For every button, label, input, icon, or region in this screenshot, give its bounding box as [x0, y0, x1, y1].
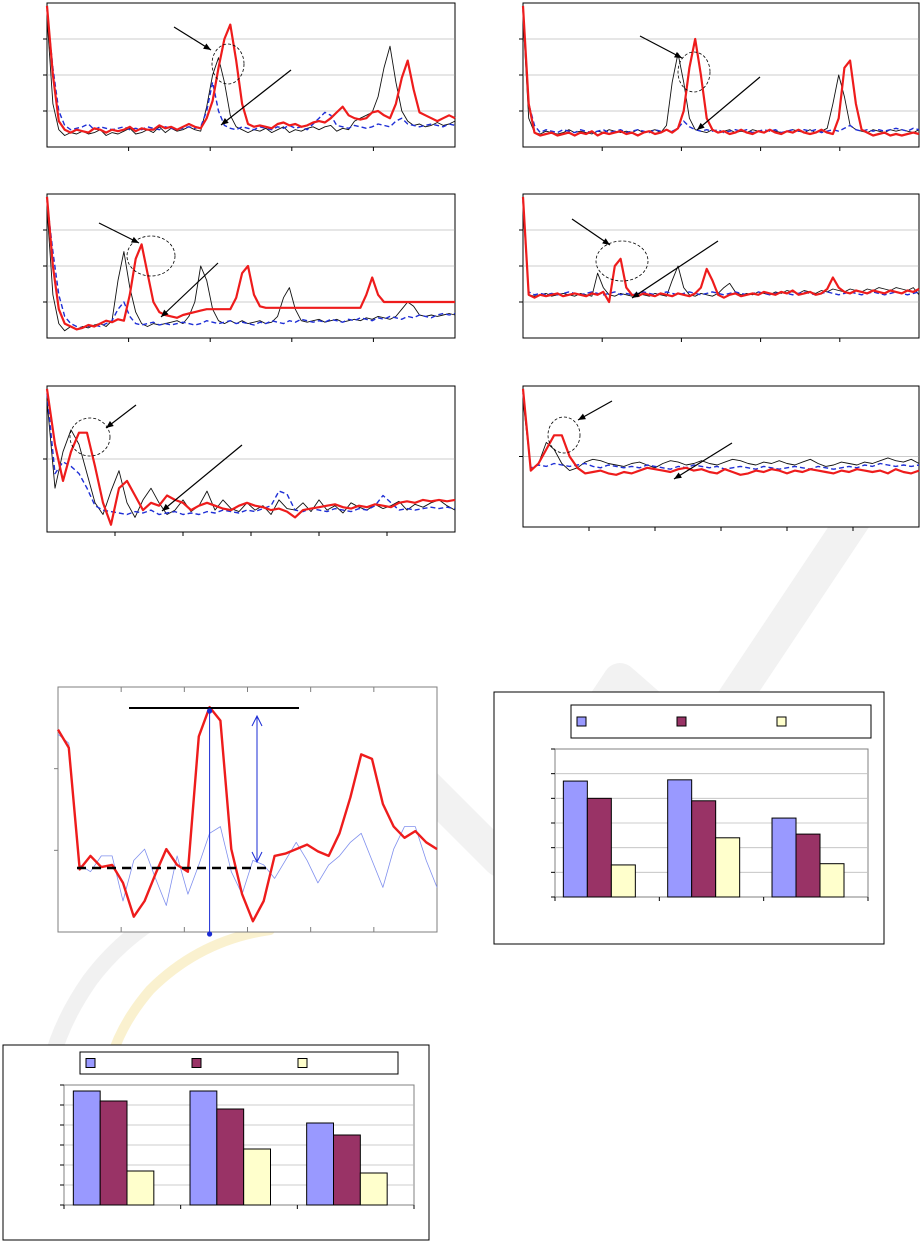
- legend-swatch: [191, 1058, 202, 1068]
- arrowhead: [697, 122, 705, 130]
- bar-bar3: [126, 1170, 155, 1206]
- bars-left: [2, 1044, 430, 1241]
- marker-dot-bottom: [207, 931, 213, 937]
- series-line-red: [521, 388, 920, 476]
- annotation-arrow: [696, 76, 761, 131]
- bar-bar1: [562, 780, 588, 898]
- arrowhead: [106, 421, 114, 428]
- bar-bar1: [189, 1090, 218, 1206]
- plot-a-right: [519, 2, 920, 151]
- bar-bar3: [715, 837, 741, 898]
- arrowhead: [632, 291, 640, 298]
- arrowhead: [251, 714, 263, 727]
- arrowhead: [221, 117, 229, 125]
- highlight-circle: [677, 51, 711, 93]
- arrowhead: [131, 236, 139, 243]
- bar-bar2: [99, 1100, 128, 1206]
- annotation-arrow: [631, 240, 719, 299]
- bar-bar2: [691, 800, 717, 898]
- bar-bar2: [333, 1134, 361, 1206]
- series-line-red: [521, 196, 920, 304]
- bar-bar1: [306, 1122, 334, 1206]
- series-line-red: [45, 196, 455, 331]
- bar-bar1: [771, 817, 797, 898]
- bar-bar3: [819, 863, 845, 898]
- annotation-arrow: [673, 442, 733, 480]
- series-line-red: [45, 5, 456, 134]
- annotation-arrow: [639, 35, 683, 59]
- arrowhead: [674, 472, 682, 479]
- arrowhead: [674, 51, 682, 58]
- series-line-red: [56, 705, 438, 923]
- bars-right: [493, 691, 885, 945]
- annotation-arrow: [571, 218, 611, 246]
- annotation-arrow: [220, 69, 292, 126]
- bar-bar1: [72, 1090, 101, 1206]
- legend-swatch: [297, 1058, 308, 1068]
- legend-box: [79, 1051, 399, 1075]
- bars-right-panel: [493, 691, 886, 946]
- bar-bar2: [216, 1108, 245, 1206]
- highlight-circle: [211, 43, 245, 85]
- plot-c-right-panel: [519, 385, 920, 531]
- series-line-blue-dashed: [46, 10, 456, 131]
- arrowhead: [162, 503, 170, 511]
- series-line-red: [45, 388, 456, 526]
- series-line-blue-dashed: [46, 393, 456, 516]
- series-line-black: [46, 17, 456, 136]
- arrowhead: [251, 851, 263, 864]
- plot-a-right-panel: [519, 2, 920, 151]
- bar-bar3: [610, 864, 636, 898]
- marker-dot-top: [207, 708, 213, 714]
- plot-b-right: [519, 193, 920, 342]
- series-line-red: [521, 5, 920, 137]
- plot-detail: [54, 686, 438, 937]
- arrowhead: [602, 238, 610, 245]
- legend-swatch: [676, 716, 687, 727]
- bar-bar1: [667, 779, 693, 898]
- bar-bar3: [359, 1172, 388, 1206]
- legend-swatch: [85, 1058, 96, 1068]
- arrowhead: [203, 43, 211, 50]
- series-line-blue-dashed: [46, 201, 456, 329]
- plot-b-left-panel: [43, 193, 456, 342]
- legend-box: [570, 704, 872, 739]
- bar-bar3: [243, 1148, 272, 1206]
- plot-a-left-panel: [43, 2, 456, 151]
- bar-bar2: [795, 833, 821, 898]
- legend-swatch: [776, 716, 787, 727]
- plot-b-right-panel: [519, 193, 920, 342]
- annotation-arrow: [98, 222, 140, 244]
- bar-bar2: [586, 797, 612, 898]
- legend-swatch: [576, 716, 587, 727]
- highlight-circle: [547, 416, 581, 454]
- annotation-arrow: [161, 444, 243, 512]
- series-line-black: [522, 400, 920, 472]
- series-line-lightblue: [57, 733, 438, 906]
- annotation-arrow: [160, 262, 219, 318]
- plot-b-left: [43, 193, 456, 342]
- highlight-circle: [69, 417, 111, 457]
- plot-area: [57, 686, 438, 933]
- plot-a-left: [43, 2, 456, 151]
- plot-c-right: [519, 385, 920, 531]
- arrowhead: [578, 413, 586, 420]
- bars-left-panel: [2, 1044, 431, 1242]
- plot-c-left: [43, 385, 456, 536]
- plot-c-left-panel: [43, 385, 456, 536]
- highlight-circle: [595, 240, 649, 282]
- plot-detail-panel: [54, 686, 438, 937]
- arrowhead: [161, 309, 169, 317]
- highlight-circle: [126, 235, 176, 277]
